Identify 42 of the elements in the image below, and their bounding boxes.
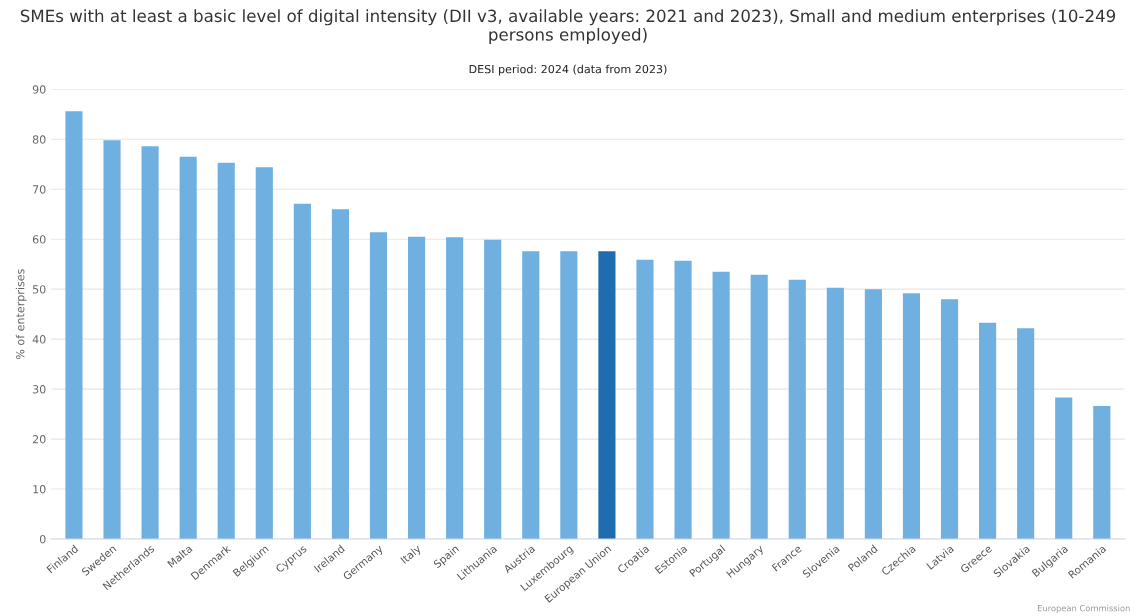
bar (446, 237, 464, 539)
bar (484, 239, 502, 539)
chart-title: SMEs with at least a basic level of digital intensity (DII v3, available years: 2021 and 2023), Small and medium enterprises (10-249 persons employed) (20, 9, 1116, 45)
bar (636, 259, 654, 539)
y-tick-label: 20 (32, 435, 46, 444)
y-tick-label: 90 (32, 85, 46, 94)
bar (331, 209, 349, 539)
text: European Commission (1037, 604, 1130, 613)
bar (750, 274, 768, 539)
y-tick-label: 70 (33, 185, 46, 194)
bar (293, 203, 311, 539)
chart-subtitle: DESI period: 2024 (data from 2023) (469, 64, 667, 76)
y-tick-label: 30 (32, 385, 46, 394)
bar (217, 162, 235, 539)
bar (141, 146, 159, 539)
bar (826, 287, 844, 539)
y-tick-label: 40 (32, 335, 46, 344)
y-tick-label: 60 (32, 235, 46, 244)
bar (522, 251, 540, 539)
bar (864, 289, 882, 539)
y-axis-title: % of enterprises (15, 269, 27, 360)
bar (560, 251, 578, 539)
bar (65, 111, 83, 539)
bar (255, 167, 273, 539)
y-tick-label: 10 (33, 485, 46, 494)
bar (979, 322, 997, 539)
y-tick-label: 80 (32, 135, 46, 144)
y-tick-label: 50 (32, 285, 46, 294)
bar (788, 279, 806, 539)
bar (369, 232, 388, 539)
bar (1055, 397, 1073, 539)
bar (902, 293, 921, 539)
bar (179, 156, 197, 539)
bar (408, 236, 426, 539)
bar (598, 251, 616, 539)
y-tick-label: 0 (39, 534, 46, 544)
bar (712, 271, 730, 539)
bar (1017, 328, 1035, 539)
bar (674, 260, 692, 539)
bar (103, 140, 121, 539)
bar (940, 299, 959, 539)
bar (1093, 406, 1111, 539)
